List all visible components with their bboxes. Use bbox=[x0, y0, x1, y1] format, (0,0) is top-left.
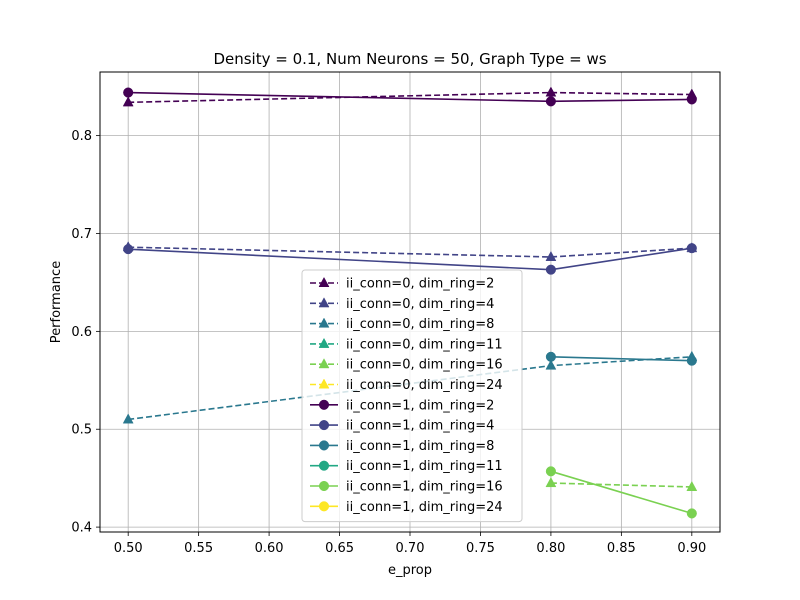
legend-entry: ii_conn=0, dim_ring=24 bbox=[310, 378, 503, 393]
x-tick-label: 0.50 bbox=[114, 541, 143, 556]
circle-marker bbox=[123, 244, 134, 255]
series-line bbox=[550, 470, 693, 515]
triangle-marker bbox=[545, 359, 557, 370]
y-tick-label: 0.4 bbox=[71, 521, 92, 536]
circle-marker bbox=[545, 351, 556, 362]
series-group bbox=[123, 243, 697, 275]
legend-entry: ii_conn=0, dim_ring=2 bbox=[310, 277, 494, 292]
circle-marker bbox=[545, 466, 556, 477]
legend-entry: ii_conn=1, dim_ring=11 bbox=[310, 459, 503, 474]
circle-marker bbox=[686, 355, 697, 366]
circle-marker bbox=[318, 460, 330, 471]
legend-entry: ii_conn=1, dim_ring=24 bbox=[310, 500, 503, 515]
triangle-marker bbox=[545, 86, 557, 97]
series-line bbox=[550, 356, 692, 362]
y-tick-label: 0.5 bbox=[71, 423, 92, 438]
legend-label: ii_conn=1, dim_ring=24 bbox=[346, 500, 503, 515]
x-tick-label: 0.85 bbox=[607, 541, 636, 556]
circle-marker bbox=[318, 501, 330, 512]
x-tick-label: 0.60 bbox=[255, 541, 284, 556]
triangle-marker bbox=[318, 317, 330, 328]
circle-marker bbox=[123, 87, 134, 98]
series-group bbox=[545, 477, 698, 491]
y-axis-label: Performance bbox=[49, 261, 64, 343]
x-tick-label: 0.65 bbox=[325, 541, 354, 556]
legend: ii_conn=0, dim_ring=2 ii_conn=0, dim_ring… bbox=[301, 269, 523, 523]
triangle-marker bbox=[686, 480, 698, 491]
triangle-marker bbox=[545, 250, 557, 261]
circle-marker bbox=[545, 264, 556, 275]
x-tick-label: 0.80 bbox=[536, 541, 565, 556]
triangle-marker bbox=[122, 96, 134, 107]
y-tick-label: 0.7 bbox=[71, 227, 92, 242]
legend-entry: ii_conn=1, dim_ring=2 bbox=[310, 398, 494, 413]
circle-marker bbox=[686, 243, 697, 254]
legend-entry: ii_conn=0, dim_ring=8 bbox=[310, 317, 494, 332]
circle-marker bbox=[545, 96, 556, 107]
circle-marker bbox=[318, 440, 330, 451]
series-group bbox=[545, 466, 697, 519]
series-line bbox=[128, 246, 692, 258]
triangle-marker bbox=[545, 477, 557, 488]
legend-label: ii_conn=0, dim_ring=4 bbox=[346, 297, 494, 312]
legend-entry: ii_conn=1, dim_ring=16 bbox=[310, 480, 503, 495]
y-tick-label: 0.8 bbox=[71, 129, 92, 144]
legend-entry: ii_conn=1, dim_ring=8 bbox=[310, 439, 494, 454]
circle-marker bbox=[686, 508, 697, 519]
x-tick-label: 0.90 bbox=[677, 541, 706, 556]
chart-title: Density = 0.1, Num Neurons = 50, Graph T… bbox=[213, 50, 606, 68]
x-axis-label: e_prop bbox=[388, 563, 432, 578]
triangle-marker bbox=[318, 276, 330, 287]
circle-marker bbox=[318, 480, 330, 492]
series-group bbox=[123, 87, 697, 107]
triangle-marker bbox=[318, 297, 330, 308]
legend-label: ii_conn=0, dim_ring=24 bbox=[346, 378, 503, 393]
series-group bbox=[545, 351, 697, 366]
triangle-marker bbox=[318, 378, 330, 389]
legend-entry: ii_conn=0, dim_ring=4 bbox=[310, 297, 494, 312]
series-line bbox=[128, 91, 692, 104]
axis-layer: 0.50 0.55 0.60 0.65 0.70 0.75 0.80 0.85 0.90 0.4 0… bbox=[71, 129, 706, 556]
legend-label: ii_conn=1, dim_ring=8 bbox=[346, 439, 494, 454]
legend-label: ii_conn=0, dim_ring=16 bbox=[346, 358, 503, 373]
circle-marker bbox=[318, 420, 330, 431]
legend-entry: ii_conn=0, dim_ring=11 bbox=[310, 337, 503, 352]
legend-label: ii_conn=1, dim_ring=4 bbox=[346, 419, 494, 434]
series-layer bbox=[122, 86, 698, 519]
circle-marker bbox=[318, 399, 330, 410]
x-tick-label: 0.75 bbox=[466, 541, 495, 556]
x-tick-label: 0.70 bbox=[396, 541, 425, 556]
triangle-marker bbox=[122, 413, 134, 424]
legend-entry: ii_conn=1, dim_ring=4 bbox=[310, 419, 494, 434]
legend-label: ii_conn=1, dim_ring=11 bbox=[346, 459, 503, 474]
x-tick-label: 0.55 bbox=[184, 541, 213, 556]
legend-entry: ii_conn=0, dim_ring=16 bbox=[310, 358, 503, 373]
triangle-marker bbox=[318, 358, 330, 369]
legend-label: ii_conn=1, dim_ring=2 bbox=[346, 398, 494, 413]
circle-marker bbox=[686, 94, 697, 105]
legend-label: ii_conn=0, dim_ring=2 bbox=[346, 277, 494, 292]
triangle-marker bbox=[318, 337, 330, 348]
legend-box bbox=[301, 269, 523, 523]
legend-label: ii_conn=0, dim_ring=8 bbox=[346, 317, 494, 332]
y-tick-label: 0.6 bbox=[71, 325, 92, 340]
legend-label: ii_conn=1, dim_ring=16 bbox=[346, 480, 503, 495]
series-line bbox=[550, 482, 692, 488]
legend-label: ii_conn=0, dim_ring=11 bbox=[346, 337, 503, 352]
